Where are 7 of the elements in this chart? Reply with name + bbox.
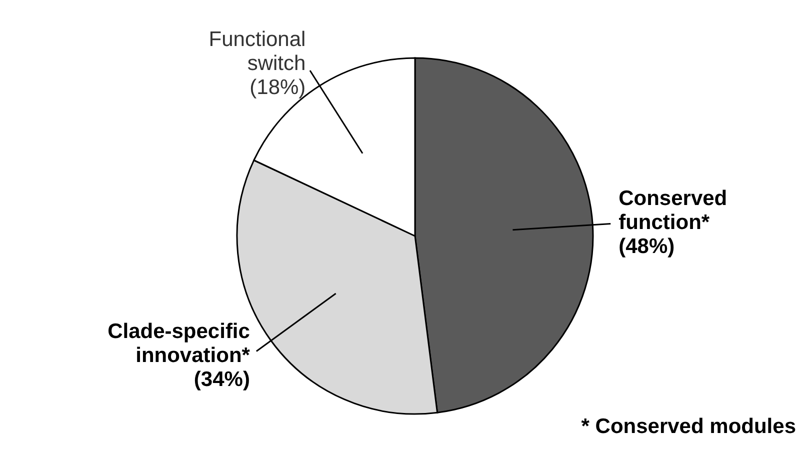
slice-label: Functional switch [208, 27, 306, 74]
slice-label: Conserved function* [618, 186, 728, 234]
data-label: (18%) [250, 75, 306, 98]
data-label: (34%) [194, 367, 250, 390]
data-label: (48%) [618, 234, 675, 258]
slice-label: Clade-specific innovation* [108, 319, 251, 366]
text: * Conserved modules [581, 415, 796, 439]
